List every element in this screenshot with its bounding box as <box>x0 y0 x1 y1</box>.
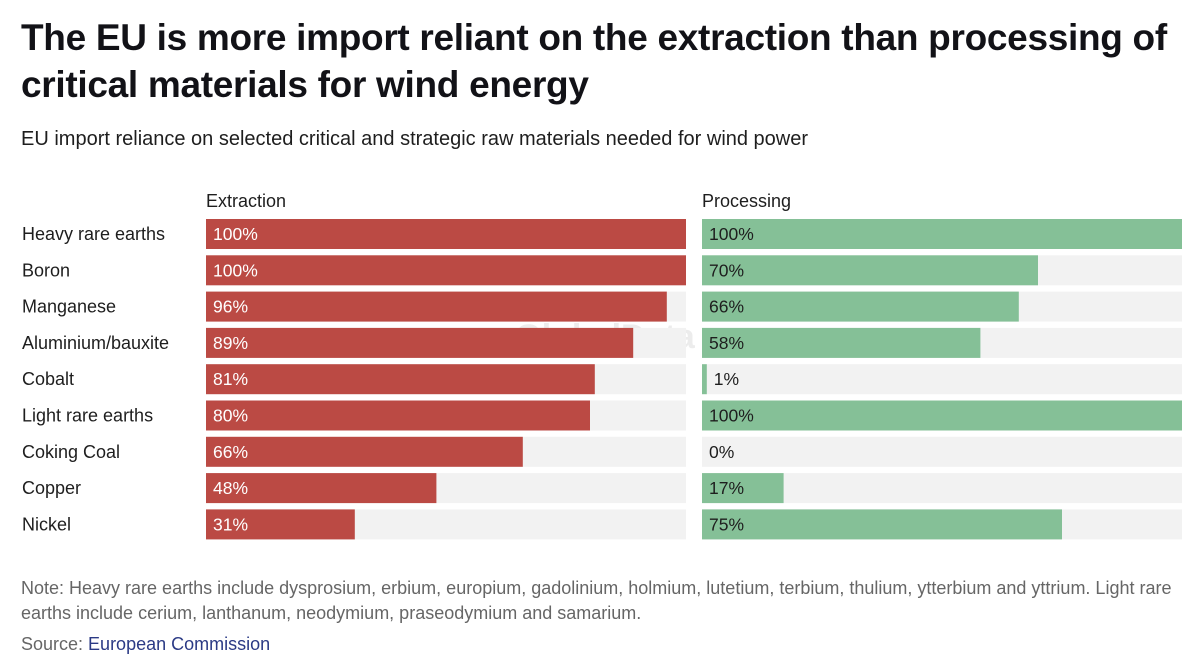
bar-processing <box>702 255 1038 286</box>
category-label: Cobalt <box>22 369 74 389</box>
data-label: 0% <box>709 442 734 462</box>
data-label: 75% <box>709 514 744 534</box>
category-label: Light rare earths <box>22 406 153 426</box>
data-label: 80% <box>213 406 248 426</box>
data-label: 96% <box>213 297 248 317</box>
bar-extraction <box>206 509 355 540</box>
category-label: Heavy rare earths <box>22 224 165 244</box>
bar-processing <box>702 364 707 395</box>
data-label: 100% <box>709 406 754 426</box>
data-label: 81% <box>213 369 248 389</box>
source-line: Source: European Commission <box>21 631 270 657</box>
bar-processing <box>702 400 1182 431</box>
data-label: 58% <box>709 333 744 353</box>
category-label: Copper <box>22 478 81 498</box>
bar-track <box>702 364 1182 395</box>
data-label: 100% <box>709 224 754 244</box>
bar-extraction <box>206 364 595 395</box>
data-label: 17% <box>709 478 744 498</box>
data-label: 100% <box>213 224 258 244</box>
bar-processing <box>702 509 1062 540</box>
data-label: 1% <box>714 369 739 389</box>
data-label: 66% <box>709 297 744 317</box>
bar-processing <box>702 327 981 358</box>
data-label: 100% <box>213 260 258 280</box>
category-label: Boron <box>22 260 70 280</box>
bar-extraction <box>206 291 667 322</box>
category-label: Coking Coal <box>22 442 120 462</box>
category-label: Manganese <box>22 297 116 317</box>
bars-layer: Extraction Processing Heavy rare earths 100… <box>22 191 1182 540</box>
data-label: 31% <box>213 514 248 534</box>
data-label: 66% <box>213 442 248 462</box>
bar-processing <box>702 473 784 504</box>
series-header-processing: Processing <box>702 191 791 211</box>
bar-extraction <box>206 327 634 358</box>
bar-processing <box>702 291 1019 322</box>
bar-extraction <box>206 255 686 286</box>
chart-title: The EU is more import reliant on the ext… <box>21 17 1167 105</box>
bar-extraction <box>206 436 523 467</box>
bar-track <box>702 436 1182 467</box>
data-label: 89% <box>213 333 248 353</box>
footnote: Note: Heavy rare earths include dysprosi… <box>21 578 1172 623</box>
bar-extraction <box>206 400 590 431</box>
bar-extraction <box>206 219 686 249</box>
source-label: Source: <box>21 634 89 654</box>
source-link[interactable]: European Commission <box>88 634 271 654</box>
bar-extraction <box>206 473 437 504</box>
data-label: 70% <box>709 260 744 280</box>
category-label: Aluminium/bauxite <box>22 333 169 353</box>
data-label: 48% <box>213 478 248 498</box>
chart-subtitle: EU import reliance on selected critical … <box>21 128 809 150</box>
category-label: Nickel <box>22 514 71 534</box>
bar-processing <box>702 219 1182 249</box>
series-header-extraction: Extraction <box>206 191 286 211</box>
